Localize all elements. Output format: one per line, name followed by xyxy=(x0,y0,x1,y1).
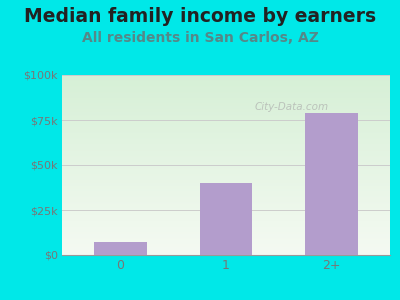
Bar xyxy=(305,113,358,255)
Bar xyxy=(200,183,252,255)
Bar xyxy=(94,242,147,255)
Text: City-Data.com: City-Data.com xyxy=(254,102,329,112)
Text: All residents in San Carlos, AZ: All residents in San Carlos, AZ xyxy=(82,32,318,46)
Text: Median family income by earners: Median family income by earners xyxy=(24,8,376,26)
